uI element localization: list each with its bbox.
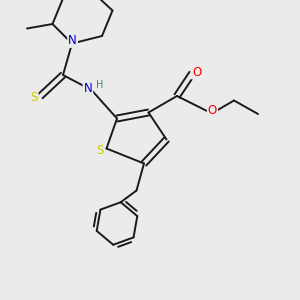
Text: S: S xyxy=(30,91,38,104)
Text: N: N xyxy=(83,82,92,95)
Text: S: S xyxy=(96,143,103,157)
Text: O: O xyxy=(208,104,217,117)
Text: H: H xyxy=(96,80,103,90)
Text: O: O xyxy=(192,65,201,79)
Text: N: N xyxy=(68,34,77,47)
